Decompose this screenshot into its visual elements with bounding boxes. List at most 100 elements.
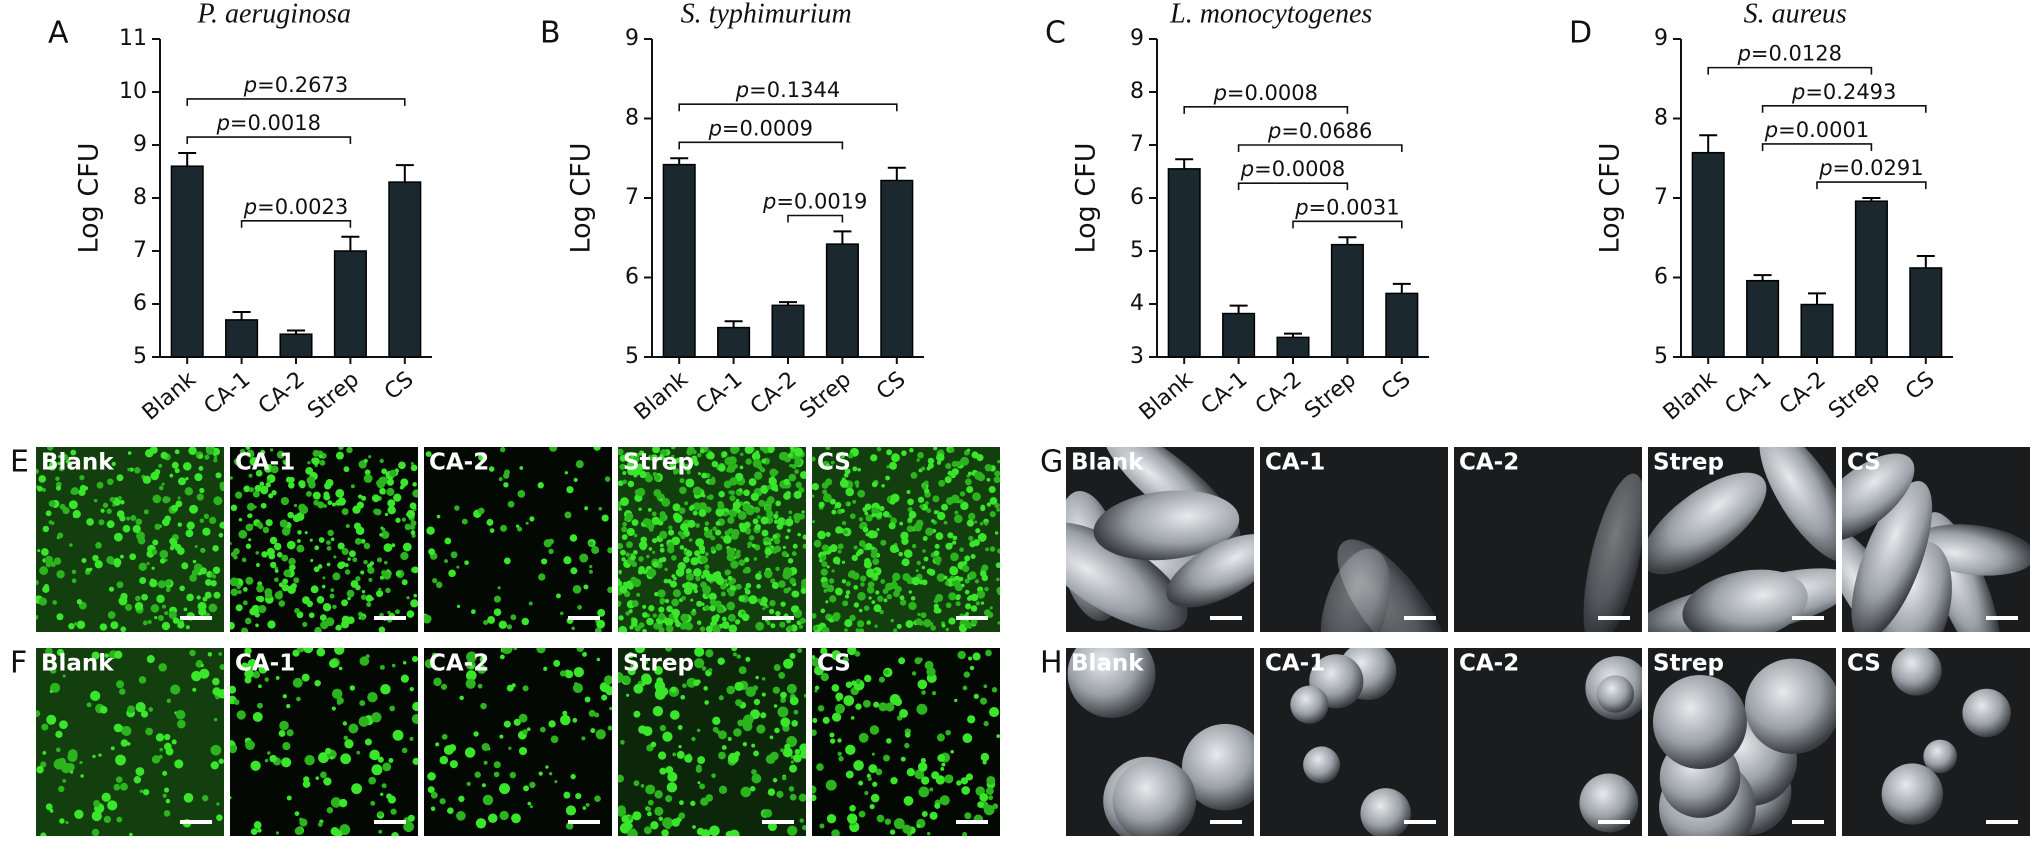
cell <box>838 756 844 762</box>
y-tick-label: 7 <box>1130 132 1144 157</box>
cell <box>812 657 821 667</box>
cell <box>957 650 966 660</box>
cell <box>230 551 237 558</box>
cell <box>199 567 207 575</box>
cell <box>785 535 789 540</box>
cell <box>141 593 148 601</box>
cell <box>896 623 902 629</box>
cell <box>989 497 998 505</box>
cell <box>385 587 391 594</box>
cell <box>923 556 929 562</box>
cell <box>58 455 62 459</box>
cell <box>236 584 242 590</box>
cell <box>959 491 966 497</box>
cell <box>50 521 55 525</box>
cell <box>693 589 698 594</box>
bacterium <box>1652 675 1747 770</box>
cell <box>696 728 701 733</box>
x-tick-label: CS <box>1377 367 1416 405</box>
cell <box>975 528 981 534</box>
cell <box>888 461 897 470</box>
cell <box>685 478 695 488</box>
cell <box>626 823 633 830</box>
cell <box>620 549 626 556</box>
cell <box>633 683 644 694</box>
cell <box>899 595 905 601</box>
cell <box>697 472 702 476</box>
cell <box>245 543 252 549</box>
cell <box>704 564 710 570</box>
cell <box>350 580 359 588</box>
cell <box>995 562 1000 569</box>
cell <box>107 611 116 619</box>
cell <box>210 761 219 770</box>
cell <box>41 487 47 492</box>
cell <box>213 496 223 506</box>
cell <box>997 548 1000 554</box>
bar <box>1330 243 1364 358</box>
cell <box>538 771 543 776</box>
cell <box>260 502 267 509</box>
cell <box>812 729 817 737</box>
cell <box>704 700 709 705</box>
cell <box>662 817 674 829</box>
cell <box>202 527 211 536</box>
cell <box>686 470 691 475</box>
cell <box>337 542 345 550</box>
cell <box>79 475 85 481</box>
cell <box>695 538 705 547</box>
cell <box>549 447 558 452</box>
cell <box>926 831 931 836</box>
cell <box>968 571 977 580</box>
cell <box>834 501 842 509</box>
cell <box>935 453 945 462</box>
cell <box>708 478 716 486</box>
cell <box>682 683 687 688</box>
cell <box>489 528 495 533</box>
cell <box>983 684 988 689</box>
cell <box>716 605 725 614</box>
cell <box>870 454 878 462</box>
cell <box>980 752 990 762</box>
x-tick-label: CA-2 <box>746 367 802 419</box>
cell <box>335 499 342 506</box>
cell <box>772 686 780 694</box>
y-tick-label: 9 <box>625 26 639 51</box>
cell <box>583 584 589 590</box>
cell <box>944 476 952 484</box>
y-tick-label: 9 <box>133 132 147 157</box>
cell <box>691 455 698 462</box>
cell <box>886 738 892 744</box>
cell <box>499 654 505 660</box>
cell <box>511 813 521 824</box>
cell <box>952 540 957 545</box>
cell <box>760 712 767 719</box>
cell <box>351 783 363 795</box>
cell <box>709 604 716 612</box>
bar <box>1276 336 1310 358</box>
cell <box>668 525 673 530</box>
cell <box>605 686 612 696</box>
panel-letter: E <box>10 445 29 480</box>
cell <box>853 585 859 590</box>
cell <box>847 571 854 578</box>
panel-letter: B <box>540 16 561 51</box>
cell <box>757 598 762 603</box>
x-tick-label: CA-1 <box>692 367 748 419</box>
cell <box>440 683 448 690</box>
cell <box>715 529 722 536</box>
cell <box>371 494 380 503</box>
cell <box>378 587 382 591</box>
cell <box>769 735 774 740</box>
cell <box>751 543 757 548</box>
cell <box>901 537 909 545</box>
cell <box>387 610 391 615</box>
cell <box>322 576 326 580</box>
cell <box>294 607 300 614</box>
cell <box>988 795 994 801</box>
cell <box>847 648 857 656</box>
cell <box>318 454 323 459</box>
cell <box>213 591 221 599</box>
cell <box>45 803 53 811</box>
